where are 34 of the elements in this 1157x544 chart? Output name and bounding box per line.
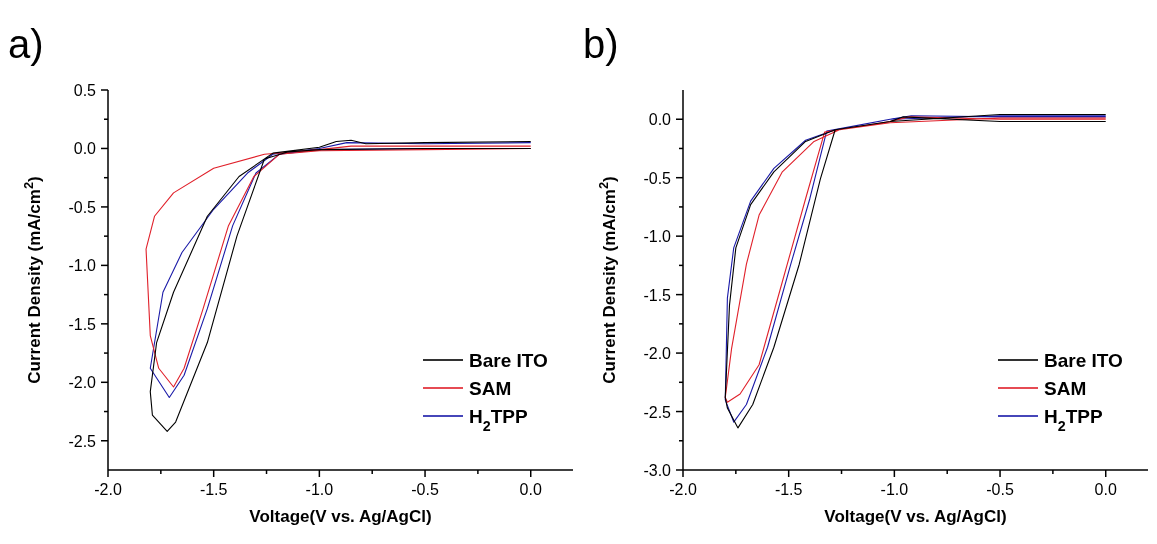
x-axis-title: Voltage(V vs. Ag/AgCl) [824, 507, 1007, 526]
x-tick-label: -0.5 [411, 481, 439, 498]
legend-label: Bare ITO [469, 350, 548, 371]
x-tick-label: 0.0 [1094, 481, 1117, 498]
legend-label: Bare ITO [1044, 350, 1123, 371]
legend-label: SAM [469, 378, 512, 399]
y-tick-label: 0.0 [73, 140, 97, 158]
x-tick-label: -1.5 [774, 481, 803, 498]
y-tick-label: -2.0 [68, 374, 97, 392]
x-tick-label: -2.0 [94, 481, 122, 498]
y-tick-label: -1.5 [68, 315, 97, 333]
x-tick-label: -1.0 [880, 481, 909, 498]
x-tick-label: -0.5 [986, 481, 1014, 498]
y-tick-label: 0.5 [73, 82, 97, 99]
chart-title: a) [8, 22, 44, 66]
x-tick-label: -1.5 [199, 481, 228, 498]
y-tick-label: -2.5 [643, 403, 672, 421]
y-tick-label: -2.0 [643, 345, 672, 363]
legend-label: H$_{2}$TPP [469, 406, 528, 434]
x-tick-label: -2.0 [669, 481, 697, 498]
x-tick-label: 0.0 [519, 481, 542, 498]
chart-title: b) [583, 22, 619, 66]
y-tick-label: -0.5 [643, 169, 672, 187]
legend-label: H$_{2}$TPP [1044, 406, 1103, 434]
y-tick-label: -3.0 [643, 462, 672, 479]
x-axis-title: Voltage(V vs. Ag/AgCl) [249, 507, 432, 526]
y-tick-label: -1.0 [68, 257, 97, 275]
y-tick-label: -2.5 [68, 432, 97, 450]
x-tick-label: -1.0 [305, 481, 334, 498]
y-tick-label: -1.5 [643, 286, 672, 304]
y-tick-label: 0.0 [648, 111, 672, 129]
y-tick-label: -0.5 [68, 198, 97, 216]
y-tick-label: -1.0 [643, 228, 672, 246]
legend-label: SAM [1044, 378, 1087, 399]
